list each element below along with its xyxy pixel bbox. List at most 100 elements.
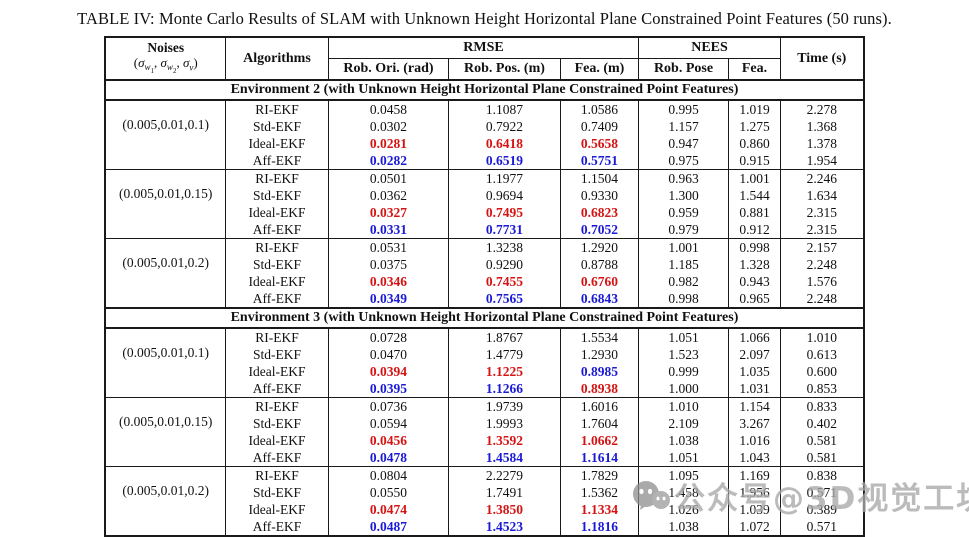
table-row: (0.005,0.01,0.15) RI-EKF 0.0501 1.1977 1.150… xyxy=(104,169,865,239)
algorithm-label: Ideal-EKF xyxy=(224,432,329,449)
value-cell: 0.838 xyxy=(780,466,865,484)
value-cell: 1.3592 xyxy=(447,432,561,449)
algorithm-label: RI-EKF xyxy=(224,397,329,415)
col-header-nees: NEES xyxy=(637,37,782,59)
algorithm-label: Ideal-EKF xyxy=(224,273,329,290)
header-row-1: Noises (σw1, σw2, σv) Algorithms RMSE NE… xyxy=(104,37,865,81)
value-cell: 2.248 xyxy=(780,256,865,273)
value-cell: 3.267 xyxy=(727,415,782,432)
algorithm-label: Aff-EKF xyxy=(224,380,329,398)
value-cell: 0.402 xyxy=(780,415,865,432)
value-cell: 0.7455 xyxy=(447,273,561,290)
value-cell: 2.315 xyxy=(780,204,865,221)
value-cell: 0.0804 xyxy=(327,466,449,484)
value-cell: 2.109 xyxy=(638,415,729,432)
value-cell: 0.7495 xyxy=(447,204,561,221)
value-cell: 0.0487 xyxy=(327,518,449,536)
value-cell: 0.0362 xyxy=(327,187,449,204)
value-cell: 1.6016 xyxy=(559,397,640,415)
value-cell: 1.010 xyxy=(638,397,729,415)
value-cell: 1.300 xyxy=(638,187,729,204)
value-cell: 0.7409 xyxy=(559,118,640,135)
value-cell: 1.7491 xyxy=(447,484,561,501)
algorithm-label: Aff-EKF xyxy=(224,518,329,536)
value-cell: 0.389 xyxy=(780,501,865,518)
value-cell: 1.095 xyxy=(638,466,729,484)
algorithm-label: Std-EKF xyxy=(224,346,329,363)
value-cell: 1.154 xyxy=(727,397,782,415)
algorithm-label: Std-EKF xyxy=(224,187,329,204)
value-cell: 0.0531 xyxy=(327,238,449,256)
value-cell: 1.031 xyxy=(727,380,782,398)
value-cell: 1.035 xyxy=(727,363,782,380)
noise-label: (0.005,0.01,0.15) xyxy=(104,397,226,467)
value-cell: 0.6843 xyxy=(559,290,640,308)
value-cell: 0.581 xyxy=(780,449,865,467)
value-cell: 1.169 xyxy=(727,466,782,484)
value-cell: 1.378 xyxy=(780,135,865,152)
value-cell: 1.1334 xyxy=(559,501,640,518)
algorithm-label: Aff-EKF xyxy=(224,221,329,239)
noise-label: (0.005,0.01,0.1) xyxy=(104,99,226,170)
value-cell: 1.001 xyxy=(638,238,729,256)
noise-label: (0.005,0.01,0.1) xyxy=(104,327,226,398)
col-header-time: Time (s) xyxy=(780,37,865,81)
value-cell: 0.0302 xyxy=(327,118,449,135)
table-row: Aff-EKF 0.0478 1.4584 1.1614 1.051 1.043 0.581 xyxy=(105,449,865,467)
table-row: (0.005,0.01,0.15) RI-EKF 0.0736 1.9739 1.601… xyxy=(104,397,865,467)
value-cell: 0.9290 xyxy=(447,256,561,273)
value-cell: 0.0456 xyxy=(327,432,449,449)
noises-label: Noises xyxy=(147,40,185,56)
algorithm-label: Aff-EKF xyxy=(224,449,329,467)
col-header-fea-m: Fea. (m) xyxy=(559,58,640,81)
value-cell: 0.979 xyxy=(638,221,729,239)
value-cell: 2.315 xyxy=(780,221,865,239)
value-cell: 0.998 xyxy=(727,238,782,256)
value-cell: 0.975 xyxy=(638,152,729,170)
value-cell: 1.5362 xyxy=(559,484,640,501)
value-cell: 0.9694 xyxy=(447,187,561,204)
section-row: Environment 3 (with Unknown Height Horiz… xyxy=(104,307,865,329)
value-cell: 1.0586 xyxy=(559,99,640,118)
table-caption: TABLE IV: Monte Carlo Results of SLAM wi… xyxy=(77,9,892,28)
value-cell: 1.016 xyxy=(727,432,782,449)
value-cell: 0.0458 xyxy=(327,99,449,118)
value-cell: 1.328 xyxy=(727,256,782,273)
noise-label: (0.005,0.01,0.2) xyxy=(104,466,226,536)
value-cell: 1.039 xyxy=(727,501,782,518)
value-cell: 1.5534 xyxy=(559,327,640,346)
table-row: (0.005,0.01,0.2) RI-EKF 0.0531 1.3238 1.2920… xyxy=(104,238,865,308)
value-cell: 0.5751 xyxy=(559,152,640,170)
value-cell: 0.999 xyxy=(638,363,729,380)
value-cell: 0.0394 xyxy=(327,363,449,380)
value-cell: 0.912 xyxy=(727,221,782,239)
value-cell: 0.7565 xyxy=(447,290,561,308)
value-cell: 0.0474 xyxy=(327,501,449,518)
value-cell: 1.157 xyxy=(638,118,729,135)
value-cell: 1.954 xyxy=(780,152,865,170)
value-cell: 0.0327 xyxy=(327,204,449,221)
algorithm-label: Ideal-EKF xyxy=(224,135,329,152)
value-cell: 0.571 xyxy=(780,518,865,536)
table-row: (0.005,0.01,0.2) RI-EKF 0.0804 2.2279 1.7829… xyxy=(104,466,865,536)
algorithm-label: Ideal-EKF xyxy=(224,501,329,518)
algorithm-label: RI-EKF xyxy=(224,327,329,346)
value-cell: 1.1977 xyxy=(447,169,561,187)
value-cell: 0.581 xyxy=(780,432,865,449)
algorithm-label: Std-EKF xyxy=(224,256,329,273)
value-cell: 1.4523 xyxy=(447,518,561,536)
table-row: Std-EKF 0.0550 1.7491 1.5362 1.458 1.956 0.571 xyxy=(105,484,865,501)
table-row: Ideal-EKF 0.0346 0.7455 0.6760 0.982 0.943 1.5… xyxy=(105,273,865,290)
value-cell: 1.523 xyxy=(638,346,729,363)
value-cell: 0.6418 xyxy=(447,135,561,152)
value-cell: 0.0594 xyxy=(327,415,449,432)
table-row: (0.005,0.01,0.1) RI-EKF 0.0458 1.1087 1.0586… xyxy=(104,99,865,170)
table-row: Ideal-EKF 0.0281 0.6418 0.5658 0.947 0.860 1.3… xyxy=(105,135,865,152)
value-cell: 0.6823 xyxy=(559,204,640,221)
value-cell: 1.1087 xyxy=(447,99,561,118)
value-cell: 1.9993 xyxy=(447,415,561,432)
value-cell: 0.998 xyxy=(638,290,729,308)
value-cell: 1.368 xyxy=(780,118,865,135)
value-cell: 1.956 xyxy=(727,484,782,501)
